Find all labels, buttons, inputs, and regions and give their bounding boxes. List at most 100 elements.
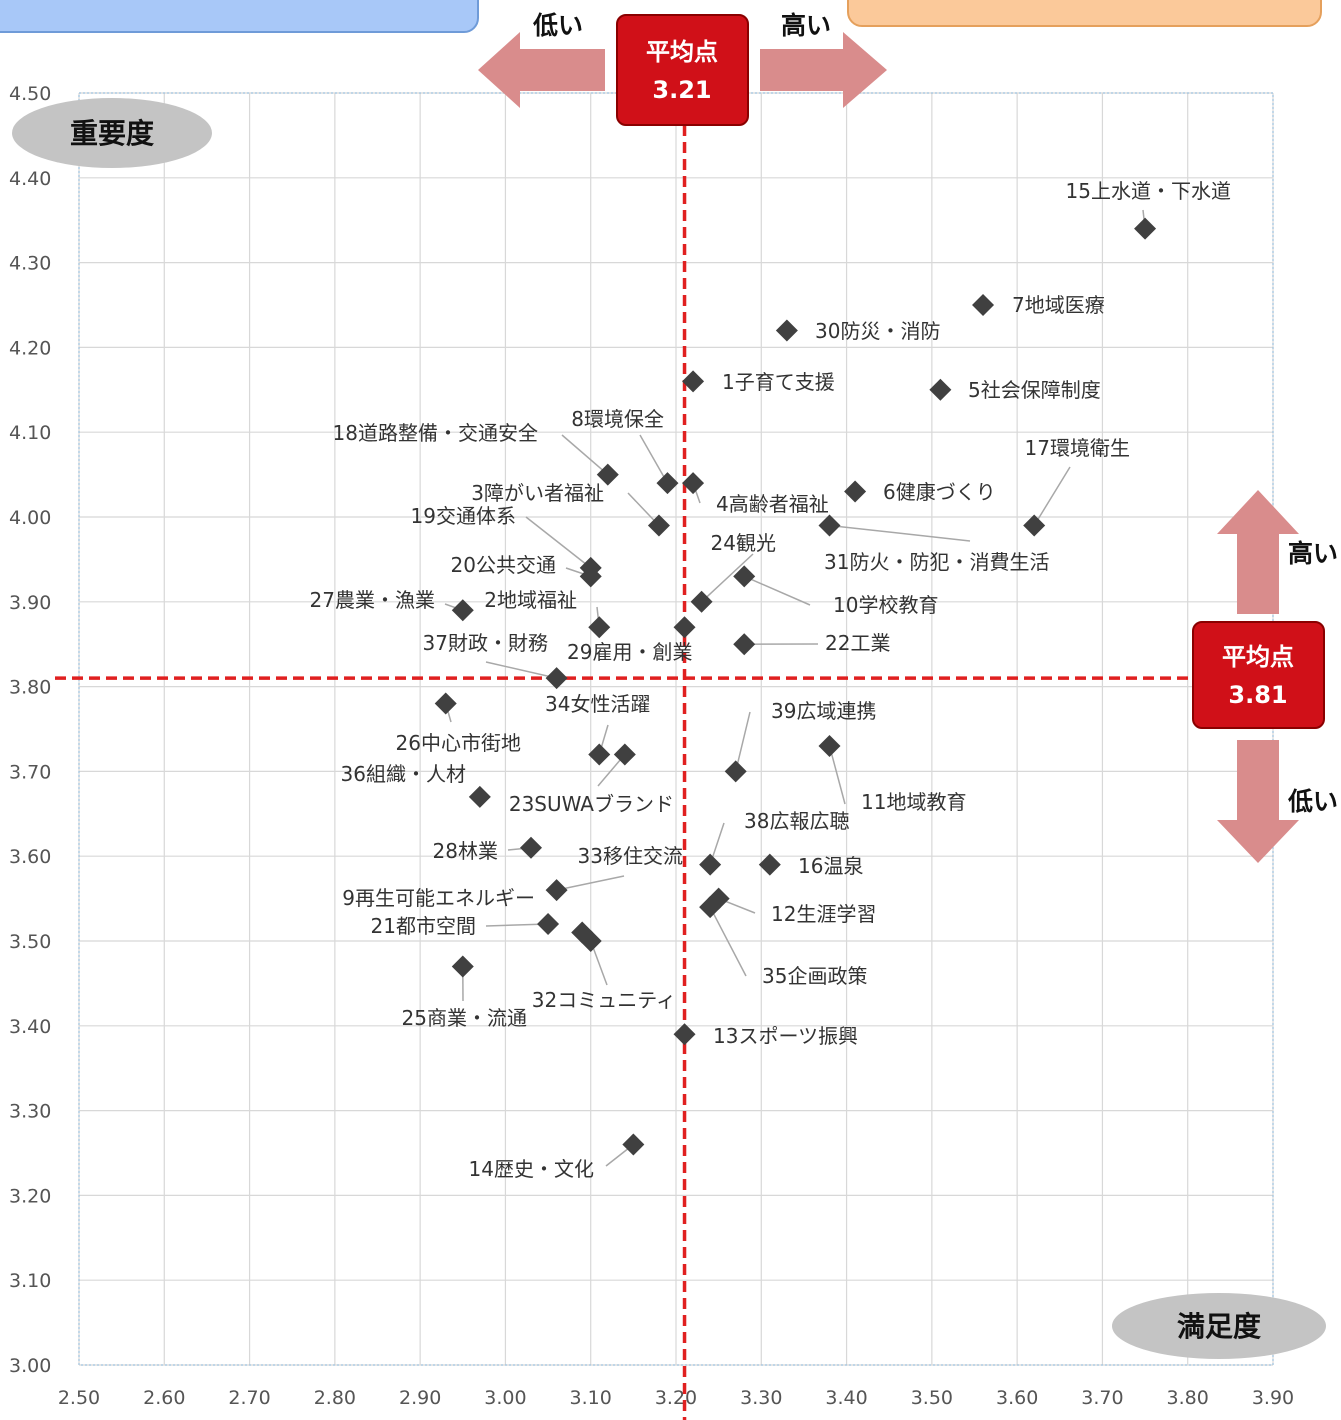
point-label: 24観光 (711, 531, 776, 555)
data-point (468, 785, 491, 808)
leader-line (709, 906, 747, 977)
leader-line (525, 516, 592, 569)
y-arrow-up-label: 高い (1288, 539, 1338, 568)
point-label: 8環境保全 (571, 407, 664, 431)
point-label: 1子育て支援 (722, 370, 835, 394)
x-tick-label: 2.70 (228, 1387, 270, 1409)
average-y-box (1192, 621, 1325, 729)
y-axis-title: 重要度 (70, 117, 154, 150)
data-point (682, 370, 705, 393)
x-arrow-right-label: 高い (781, 11, 831, 40)
x-tick-labels: 2.50 2.60 2.70 2.80 2.90 3.00 3.10 3.20 3.30 3.40… (58, 1387, 1294, 1409)
point-label: 14歴史・文化 (469, 1157, 594, 1181)
point-label: 39広域連携 (771, 699, 876, 723)
data-point (588, 743, 611, 766)
y-tick-label: 4.40 (9, 168, 51, 190)
data-point (545, 667, 568, 690)
y-tick-labels: 3.00 3.10 3.20 3.30 3.40 3.50 3.60 3.70 3.80 3.90… (9, 83, 51, 1377)
x-tick-label: 2.80 (314, 1387, 356, 1409)
data-point (656, 472, 679, 495)
point-label: 17環境衛生 (1025, 436, 1130, 460)
arrow-down (1217, 740, 1299, 863)
y-tick-label: 3.50 (9, 931, 51, 953)
point-label: 32コミュニティ (532, 988, 676, 1012)
data-point (673, 616, 696, 639)
data-point (596, 463, 619, 486)
data-point (844, 480, 867, 503)
leader-line (1033, 466, 1071, 526)
data-point (733, 633, 756, 656)
y-tick-label: 4.20 (9, 337, 51, 359)
y-axis-oval (12, 98, 212, 168)
leader-line (829, 524, 971, 542)
x-tick-label: 3.60 (996, 1387, 1038, 1409)
leader-line (561, 434, 609, 476)
point-label: 27農業・漁業 (310, 588, 435, 612)
y-tick-label: 3.20 (9, 1185, 51, 1207)
arrow-right (760, 32, 887, 108)
data-point (537, 913, 560, 936)
point-label: 2地域福祉 (484, 588, 577, 612)
y-tick-label: 3.10 (9, 1270, 51, 1292)
y-tick-label: 3.90 (9, 592, 51, 614)
data-point (434, 692, 457, 715)
data-points (434, 217, 1157, 1156)
point-label: 35企画政策 (762, 964, 867, 988)
data-point (520, 836, 543, 859)
data-point (818, 514, 841, 537)
data-point (972, 294, 995, 316)
x-tick-label: 2.50 (58, 1387, 100, 1409)
data-point (818, 734, 841, 757)
leader-line (485, 661, 557, 679)
data-point (758, 853, 781, 876)
leader-lines (444, 209, 1146, 1167)
leader-line (734, 711, 751, 772)
x-tick-label: 3.70 (1081, 1387, 1123, 1409)
data-point (613, 743, 636, 766)
y-tick-label: 3.60 (9, 846, 51, 868)
data-point (647, 514, 670, 537)
data-point (929, 378, 952, 401)
data-point (682, 472, 705, 495)
data-point (579, 565, 602, 588)
point-label: 25商業・流通 (402, 1006, 527, 1030)
data-point (545, 879, 568, 902)
y-tick-label: 4.10 (9, 422, 51, 444)
x-tick-label: 3.00 (484, 1387, 526, 1409)
leader-line (639, 434, 669, 484)
average-x-title: 平均点 (646, 38, 718, 66)
point-label: 22工業 (825, 631, 890, 655)
y-tick-label: 4.50 (9, 83, 51, 105)
point-label: 15上水道・下水道 (1066, 179, 1231, 203)
point-label: 23SUWAブランド (509, 792, 674, 816)
data-point (451, 955, 474, 978)
point-label: 3障がい者福祉 (471, 481, 604, 505)
x-tick-label: 3.90 (1252, 1387, 1294, 1409)
point-label: 28林業 (433, 839, 498, 863)
top-left-box (0, 0, 479, 33)
point-label: 38広報広聴 (744, 809, 849, 833)
x-tick-label: 3.40 (825, 1387, 867, 1409)
y-tick-label: 3.70 (9, 761, 51, 783)
point-label: 30防災・消防 (815, 319, 940, 343)
y-tick-label: 4.30 (9, 253, 51, 275)
average-x-box (616, 14, 749, 126)
point-label: 36組織・人材 (341, 762, 466, 786)
data-point (673, 1023, 696, 1046)
point-label: 29雇用・創業 (567, 640, 692, 664)
y-tick-label: 3.00 (9, 1355, 51, 1377)
y-tick-label: 3.80 (9, 677, 51, 699)
data-point (690, 590, 713, 613)
x-axis-title: 満足度 (1177, 1310, 1261, 1343)
point-label: 18道路整備・交通安全 (333, 421, 538, 445)
leader-line (556, 875, 625, 891)
point-label: 13スポーツ振興 (713, 1024, 858, 1048)
data-point (451, 599, 474, 622)
point-label: 21都市空間 (371, 914, 476, 938)
grid (78, 92, 1274, 1366)
data-point (622, 1133, 645, 1156)
data-point (733, 565, 756, 588)
average-x-value: 3.21 (652, 76, 711, 104)
point-label: 19交通体系 (411, 504, 516, 528)
arrow-up (1217, 490, 1299, 614)
